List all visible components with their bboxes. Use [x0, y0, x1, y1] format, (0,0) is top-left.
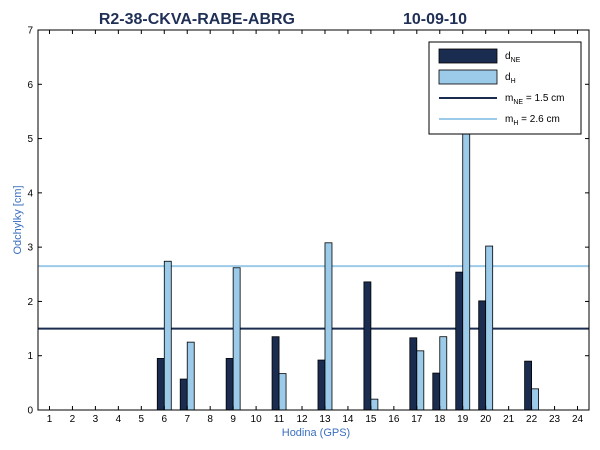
- bar-d-h-13: [324, 242, 333, 411]
- x-tick-label-16: 16: [388, 414, 400, 425]
- y-tick-label-3: 3: [27, 243, 33, 254]
- legend-swatch-d-h: [438, 69, 498, 85]
- x-tick-label-10: 10: [251, 414, 263, 425]
- legend-label-m-h: mH = 2.6 cm: [505, 114, 560, 127]
- x-tick-label-21: 21: [503, 414, 515, 425]
- bar-d-h-6: [163, 260, 172, 411]
- chart-date: 10-09-10: [403, 11, 467, 28]
- bar-d-ne-13: [317, 359, 326, 411]
- legend-swatch-d-ne: [438, 48, 498, 64]
- legend-label-m-ne: mNE = 1.5 cm: [505, 93, 564, 106]
- bar-d-ne-15: [363, 281, 372, 411]
- bar-d-ne-7: [179, 378, 188, 411]
- x-axis-label: Hodina (GPS): [282, 427, 350, 439]
- x-tick-label-5: 5: [139, 414, 145, 425]
- bar-d-ne-20: [478, 300, 487, 411]
- x-tick-label-22: 22: [526, 414, 538, 425]
- x-tick-label-24: 24: [572, 414, 584, 425]
- x-tick-label-19: 19: [457, 414, 469, 425]
- bar-d-h-20: [485, 245, 494, 411]
- bar-d-h-9: [232, 267, 241, 411]
- x-tick-label-9: 9: [230, 414, 236, 425]
- bar-d-ne-11: [271, 336, 280, 411]
- bar-d-ne-22: [524, 360, 533, 411]
- y-tick-label-5: 5: [27, 134, 33, 145]
- x-tick-label-1: 1: [47, 414, 53, 425]
- bar-d-ne-9: [225, 358, 234, 411]
- x-tick-label-6: 6: [161, 414, 167, 425]
- y-tick-label-7: 7: [27, 26, 33, 37]
- legend-label-d-ne: dNE: [505, 51, 521, 64]
- bar-d-h-7: [186, 341, 195, 411]
- x-tick-label-2: 2: [70, 414, 76, 425]
- bar-d-ne-17: [409, 337, 418, 411]
- y-tick-label-6: 6: [27, 80, 33, 91]
- y-tick-label-2: 2: [27, 297, 33, 308]
- bar-d-ne-6: [156, 358, 165, 411]
- x-tick-label-7: 7: [184, 414, 190, 425]
- legend-label-d-h: dH: [505, 72, 516, 85]
- bar-d-ne-18: [432, 372, 441, 411]
- x-tick-label-17: 17: [411, 414, 423, 425]
- legend: dNE dH mNE = 1.5 cm mH = 2.6 cm: [428, 41, 582, 135]
- bar-d-h-15: [370, 398, 379, 411]
- x-tick-label-12: 12: [296, 414, 308, 425]
- bar-d-h-19: [462, 119, 471, 411]
- x-tick-label-13: 13: [319, 414, 331, 425]
- axes-frame: [37, 29, 590, 411]
- bar-d-h-17: [416, 350, 425, 411]
- x-tick-label-20: 20: [480, 414, 492, 425]
- x-tick-label-18: 18: [434, 414, 446, 425]
- y-tick-label-4: 4: [27, 188, 33, 199]
- x-tick-label-14: 14: [342, 414, 354, 425]
- x-tick-label-23: 23: [549, 414, 561, 425]
- y-tick-label-1: 1: [27, 351, 33, 362]
- bar-d-h-11: [278, 373, 287, 411]
- bar-d-h-22: [531, 388, 540, 411]
- bar-d-h-18: [439, 336, 448, 411]
- x-tick-label-3: 3: [93, 414, 99, 425]
- chart-title: R2-38-CKVA-RABE-ABRG: [99, 11, 295, 28]
- x-tick-label-15: 15: [365, 414, 377, 425]
- bar-d-ne-19: [455, 271, 464, 411]
- x-tick-label-4: 4: [116, 414, 122, 425]
- x-tick-label-11: 11: [274, 414, 285, 425]
- y-axis-label: Odchylky [cm]: [12, 185, 24, 254]
- y-tick-label-0: 0: [27, 406, 33, 417]
- x-tick-label-8: 8: [207, 414, 213, 425]
